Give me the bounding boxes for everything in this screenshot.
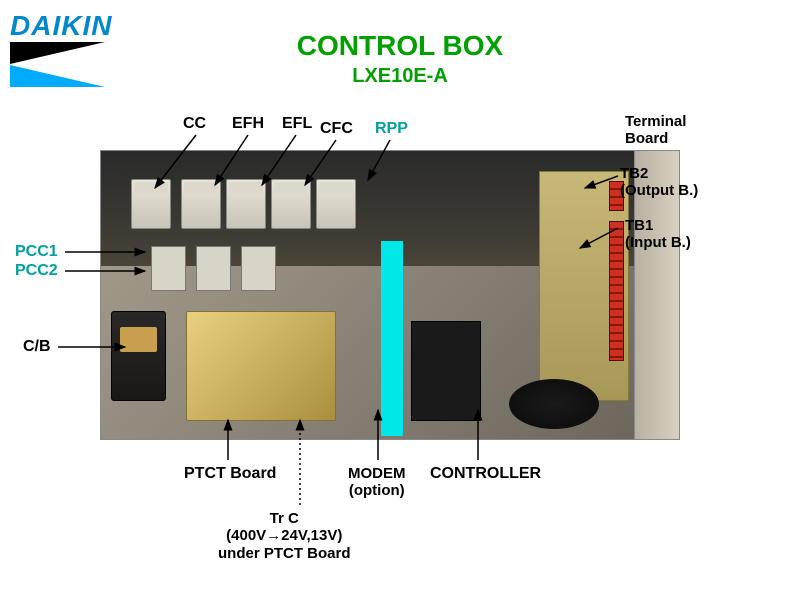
label-cb: C/B bbox=[23, 338, 51, 356]
label-rpp: RPP bbox=[375, 120, 408, 138]
contactor bbox=[181, 179, 221, 229]
contactor bbox=[131, 179, 171, 229]
label-terminal_board: TerminalBoard bbox=[625, 113, 686, 148]
page-subtitle: LXE10E-A bbox=[0, 65, 800, 88]
label-pcc1: PCC1 bbox=[15, 243, 58, 261]
cable-bundle bbox=[509, 379, 599, 429]
mid-contactor bbox=[196, 246, 231, 291]
label-trc: Tr C(400V→24V,13V)under PTCT Board bbox=[218, 510, 351, 562]
contactor bbox=[271, 179, 311, 229]
label-cc: CC bbox=[183, 115, 206, 133]
control-box-photo bbox=[100, 150, 680, 440]
label-ptct: PTCT Board bbox=[184, 465, 276, 483]
label-tb2: TB2(Output B.) bbox=[620, 165, 698, 200]
page-title: CONTROL BOX bbox=[0, 30, 800, 62]
circuit-breaker bbox=[111, 311, 166, 401]
terminal-strip-tb1 bbox=[609, 221, 624, 361]
label-tb1: TB1(Input B.) bbox=[625, 217, 691, 252]
label-modem: MODEM(option) bbox=[348, 465, 406, 500]
label-pcc2: PCC2 bbox=[15, 262, 58, 280]
transformer bbox=[186, 311, 336, 421]
label-controller: CONTROLLER bbox=[430, 465, 541, 483]
contactor bbox=[316, 179, 356, 229]
label-cfc: CFC bbox=[320, 120, 353, 138]
label-efl: EFL bbox=[282, 115, 312, 133]
contactor bbox=[226, 179, 266, 229]
controller-box bbox=[411, 321, 481, 421]
mid-contactor bbox=[241, 246, 276, 291]
mid-contactor bbox=[151, 246, 186, 291]
label-efh: EFH bbox=[232, 115, 264, 133]
modem-highlight bbox=[381, 241, 403, 436]
